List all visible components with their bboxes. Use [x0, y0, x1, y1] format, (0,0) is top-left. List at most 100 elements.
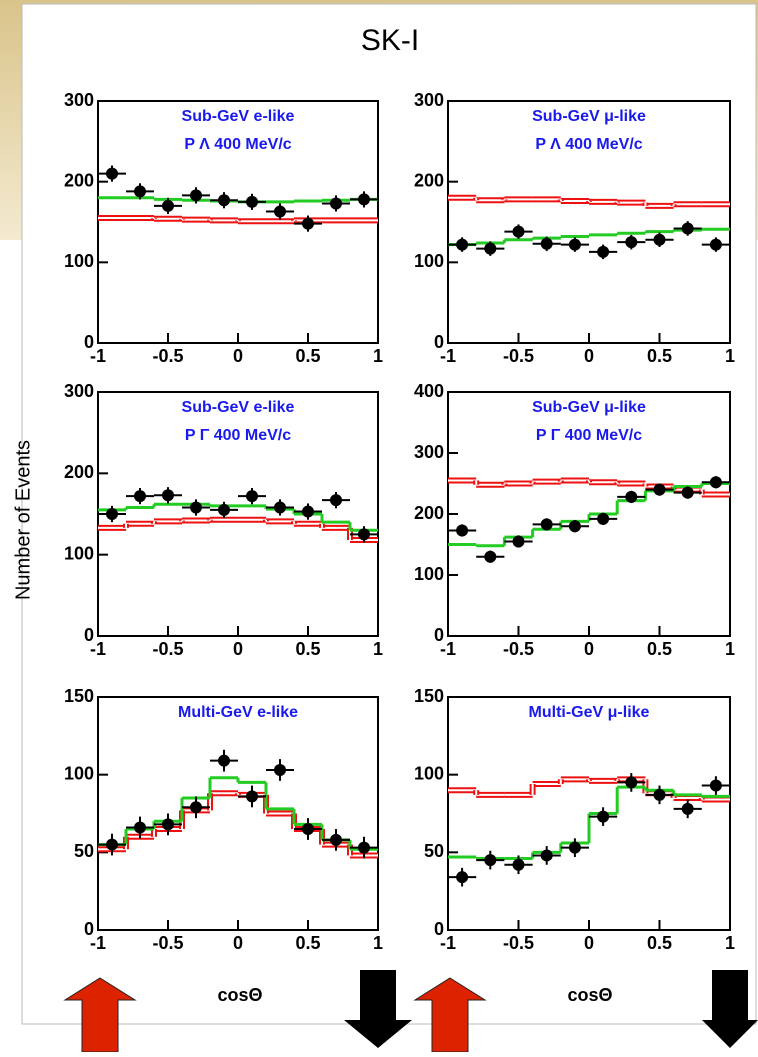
x-tick-label: -0.5 [503, 639, 534, 659]
panel-title: Multi-GeV e-like [178, 704, 298, 721]
x-tick-label: -0.5 [503, 933, 534, 953]
x-tick-label: 1 [725, 639, 735, 659]
data-point [134, 821, 146, 834]
y-tick-label: 100 [414, 564, 444, 584]
data-point [597, 810, 610, 823]
data-point [512, 535, 525, 548]
y-tick-label: 100 [414, 251, 444, 271]
data-point [540, 518, 553, 531]
data-point [218, 754, 230, 767]
data-point [246, 490, 258, 503]
data-point [302, 505, 314, 518]
y-tick-label: 150 [64, 686, 94, 706]
data-point [681, 486, 694, 499]
data-point [681, 802, 694, 815]
x-tick-label: 0 [584, 346, 594, 366]
y-tick-label: 200 [414, 170, 444, 190]
y-tick-label: 0 [84, 919, 94, 939]
data-point [681, 222, 694, 235]
x-tick-label: 1 [725, 346, 735, 366]
data-point [358, 528, 370, 541]
panel-subtitle: P Γ 400 MeV/c [185, 427, 291, 444]
x-tick-label: 0.5 [295, 346, 320, 366]
data-point [218, 194, 230, 207]
x-tick-label: -1 [440, 639, 456, 659]
data-point [653, 483, 666, 496]
panel-title: Sub-GeV e-like [182, 399, 295, 416]
data-point [330, 833, 342, 846]
data-point [162, 489, 174, 502]
x-tick-label: -1 [90, 639, 106, 659]
y-tick-label: 200 [64, 170, 94, 190]
y-tick-label: 200 [64, 462, 94, 482]
x-tick-label: -1 [90, 933, 106, 953]
data-point [246, 790, 258, 803]
data-point [512, 225, 525, 238]
data-point [274, 205, 286, 218]
x-tick-label: 0 [233, 346, 243, 366]
data-point [540, 849, 553, 862]
data-point [162, 199, 174, 212]
x-tick-label: -0.5 [152, 639, 183, 659]
data-point [484, 550, 497, 563]
data-point [274, 764, 286, 777]
x-tick-label: 1 [373, 639, 383, 659]
x-tick-label: -1 [90, 346, 106, 366]
data-point [274, 501, 286, 514]
y-axis-label: Number of Events [12, 440, 34, 600]
data-point [568, 238, 581, 251]
data-point [597, 512, 610, 525]
data-point [484, 242, 497, 255]
data-point [484, 854, 497, 867]
x-tick-label: -1 [440, 346, 456, 366]
x-tick-label: 0 [584, 639, 594, 659]
y-tick-label: 100 [414, 763, 444, 783]
y-tick-label: 300 [414, 442, 444, 462]
arrow-down [344, 970, 412, 1048]
panel-title: Multi-GeV μ-like [529, 704, 650, 721]
data-point [302, 217, 314, 230]
data-point [512, 858, 525, 871]
y-tick-label: 0 [84, 625, 94, 645]
panel-title: Sub-GeV μ-like [532, 108, 646, 125]
y-tick-label: 150 [414, 686, 444, 706]
data-point [625, 776, 638, 789]
y-tick-label: 0 [434, 919, 444, 939]
y-tick-label: 50 [424, 841, 444, 861]
y-tick-label: 100 [64, 763, 94, 783]
x-tick-label: 0.5 [647, 639, 672, 659]
data-point [625, 236, 638, 249]
data-point [568, 841, 581, 854]
x-tick-label: -0.5 [152, 346, 183, 366]
data-point [190, 801, 202, 814]
x-tick-label: 0 [584, 933, 594, 953]
data-point [246, 195, 258, 208]
y-tick-label: 0 [84, 332, 94, 352]
data-point [330, 494, 342, 507]
data-point [653, 788, 666, 801]
x-tick-label: 1 [725, 933, 735, 953]
data-point [358, 841, 370, 854]
data-point [709, 476, 722, 489]
x-tick-label: 0.5 [295, 933, 320, 953]
x-tick-label: 0.5 [647, 346, 672, 366]
data-point [597, 245, 610, 258]
y-tick-label: 400 [414, 381, 444, 401]
data-point [540, 237, 553, 250]
data-point [456, 524, 469, 537]
data-point [568, 520, 581, 533]
panel-subtitle: P Γ 400 MeV/c [536, 427, 642, 444]
x-tick-label: 1 [373, 346, 383, 366]
x-tick-label: 0.5 [647, 933, 672, 953]
x-tick-label: 1 [373, 933, 383, 953]
x-tick-label: -0.5 [152, 933, 183, 953]
y-tick-label: 300 [64, 90, 94, 110]
arrow-down [702, 970, 758, 1048]
panel-subtitle: P Λ 400 MeV/c [184, 136, 291, 153]
data-point [218, 503, 230, 516]
data-point [330, 197, 342, 210]
y-tick-label: 200 [414, 503, 444, 523]
y-tick-label: 300 [64, 381, 94, 401]
x-tick-label: 0 [233, 639, 243, 659]
